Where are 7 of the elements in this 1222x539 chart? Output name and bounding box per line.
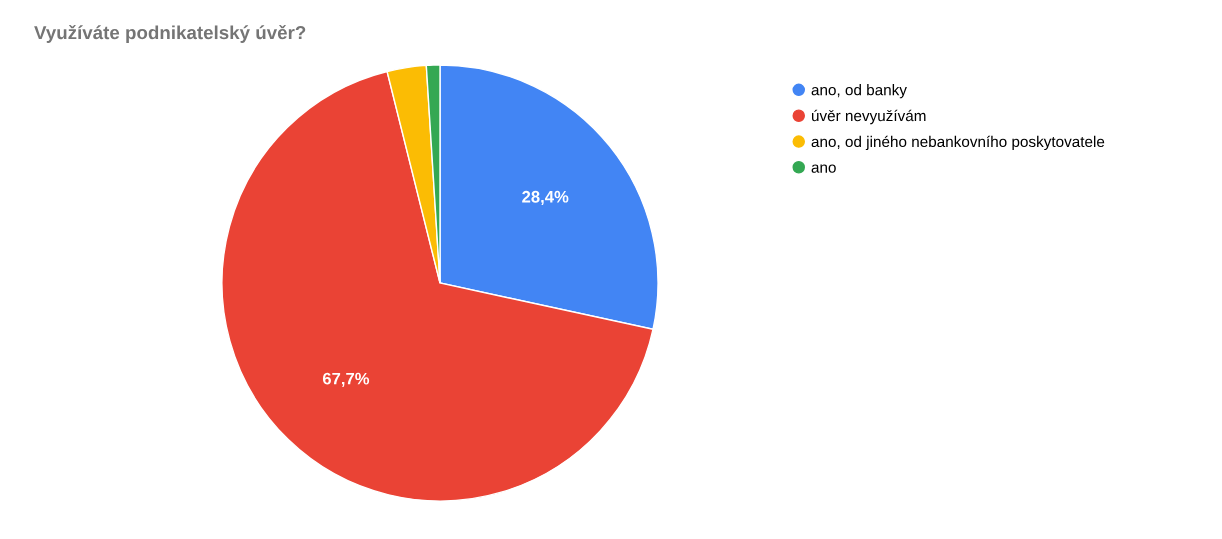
legend-label: úvěr nevyužívám	[812, 109, 926, 125]
data-label: 67,7%	[322, 372, 370, 387]
data-label: 28,4%	[522, 190, 569, 206]
legend-label: ano, od banky	[811, 84, 907, 99]
legend-label: ano	[811, 164, 836, 173]
legend-label: ano, od jiného nebankovního poskytovatele	[811, 135, 1105, 151]
chart-title: Využíváte podnikatelský úvěr?	[34, 25, 306, 43]
